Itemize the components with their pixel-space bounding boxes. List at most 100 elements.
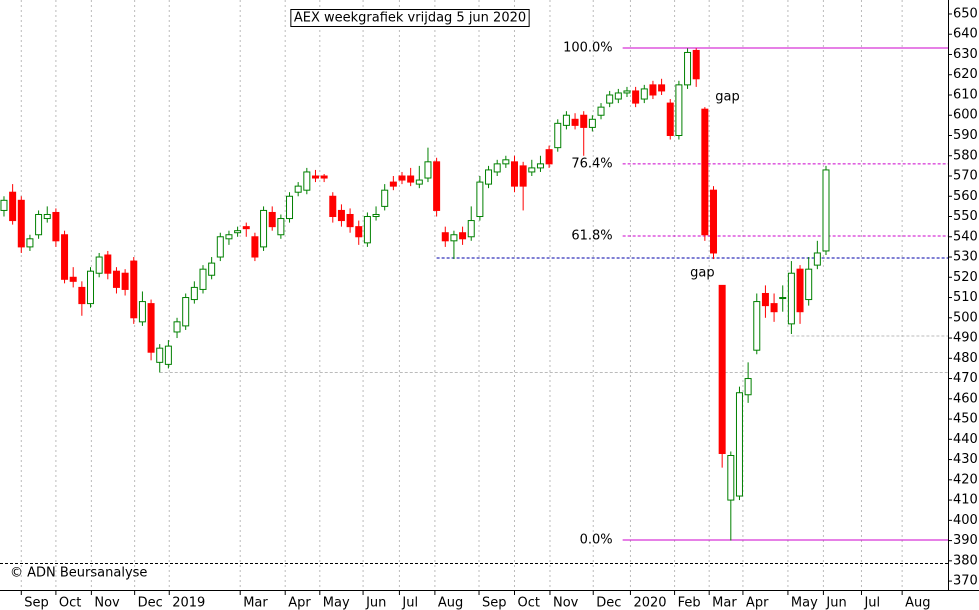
candle-body	[164, 345, 172, 365]
x-tick-label: Jun	[825, 596, 846, 610]
candle-body	[329, 195, 337, 218]
y-tick-label: 620	[953, 67, 978, 82]
candle-body	[744, 378, 752, 396]
candle-body	[675, 84, 683, 136]
candle-body	[61, 234, 69, 280]
x-tick-label: Feb	[678, 596, 701, 610]
candle-body	[268, 211, 276, 228]
candle-body	[796, 268, 804, 313]
annotation: gap	[690, 266, 714, 281]
x-tick-label: Oct	[59, 596, 81, 610]
candle-body	[536, 163, 544, 169]
y-tick-label: 480	[953, 351, 978, 366]
candle-body	[0, 199, 8, 211]
candle-body	[467, 220, 475, 238]
candle-body	[597, 106, 605, 116]
fib-label: 61.8%	[571, 228, 612, 243]
candle-body	[450, 234, 458, 242]
candle-body	[286, 195, 294, 220]
candle-body	[216, 236, 224, 258]
candle-body	[303, 171, 311, 191]
y-tick-label: 650	[953, 6, 978, 21]
x-tick-label: May	[323, 596, 350, 610]
candle-body	[718, 284, 726, 454]
candle-body	[234, 230, 242, 234]
candle-body	[441, 232, 449, 242]
candle-body	[320, 175, 328, 179]
y-tick-label: 400	[953, 513, 978, 528]
candle-body	[701, 108, 709, 236]
candle-body	[78, 286, 86, 305]
y-tick-label: 600	[953, 108, 978, 123]
y-tick-label: 450	[953, 412, 978, 427]
candle-body	[649, 84, 657, 96]
x-tick-label: May	[791, 596, 818, 610]
candle-body	[52, 211, 60, 242]
fib-label: 0.0%	[580, 532, 613, 547]
candle-body	[398, 175, 406, 181]
candle-body	[104, 254, 112, 274]
candle-body	[459, 232, 467, 240]
y-tick-label: 440	[953, 432, 978, 447]
candle-body	[199, 268, 207, 290]
candle-body	[112, 270, 120, 288]
candle-body	[26, 238, 34, 248]
candle-body	[753, 301, 761, 351]
candle-body	[571, 118, 579, 126]
candle-body	[95, 256, 103, 274]
candle-body	[476, 181, 484, 218]
candle-body	[407, 175, 415, 183]
candle-body	[623, 90, 631, 94]
candle-body	[666, 102, 674, 136]
y-tick-label: 380	[953, 553, 978, 568]
candle-body	[510, 161, 518, 187]
y-tick-label: 590	[953, 128, 978, 143]
y-tick-label: 500	[953, 310, 978, 325]
y-tick-label: 510	[953, 290, 978, 305]
candle-body	[208, 262, 216, 276]
y-tick-label: 630	[953, 47, 978, 62]
y-tick-label: 370	[953, 574, 978, 589]
candle-body	[190, 286, 198, 301]
chart-title: AEX weekgrafiek vrijdag 5 jun 2020	[294, 11, 526, 26]
candle-body	[710, 189, 718, 254]
candle-body	[787, 272, 795, 325]
y-tick-label: 550	[953, 209, 978, 224]
candle-body	[761, 292, 769, 307]
y-tick-label: 470	[953, 371, 978, 386]
candle-body	[632, 90, 640, 104]
y-tick-label: 430	[953, 452, 978, 467]
candle-body	[225, 234, 233, 240]
candle-body	[735, 392, 743, 497]
x-tick-label: 2020	[633, 596, 666, 610]
y-tick-label: 490	[953, 331, 978, 346]
candle-body	[545, 149, 553, 165]
x-tick-label: Sep	[24, 596, 49, 610]
fib-label: 100.0%	[563, 41, 613, 56]
x-tick-label: Dec	[596, 596, 621, 610]
x-tick-label: Dec	[138, 596, 163, 610]
candle-body	[9, 191, 17, 222]
y-tick-label: 580	[953, 148, 978, 163]
y-tick-label: 540	[953, 229, 978, 244]
candle-body	[372, 213, 380, 218]
x-tick-label: Sep	[482, 596, 507, 610]
candle-body	[433, 161, 441, 211]
fib-label: 76.4%	[571, 156, 612, 171]
credit: © ADN Beursanalyse	[10, 566, 147, 581]
candle-body	[355, 226, 363, 238]
candle-body	[87, 270, 95, 305]
candle-body	[813, 252, 821, 266]
candle-body	[381, 189, 389, 207]
x-tick-label: Aug	[438, 596, 463, 610]
candle-body	[337, 209, 345, 222]
x-tick-label: Oct	[517, 596, 539, 610]
candle-body	[346, 213, 354, 228]
x-tick-label: Nov	[94, 596, 120, 610]
candle-body	[17, 199, 25, 248]
y-tick-label: 530	[953, 250, 978, 265]
candle-body	[242, 226, 250, 230]
candle-body	[363, 216, 371, 244]
